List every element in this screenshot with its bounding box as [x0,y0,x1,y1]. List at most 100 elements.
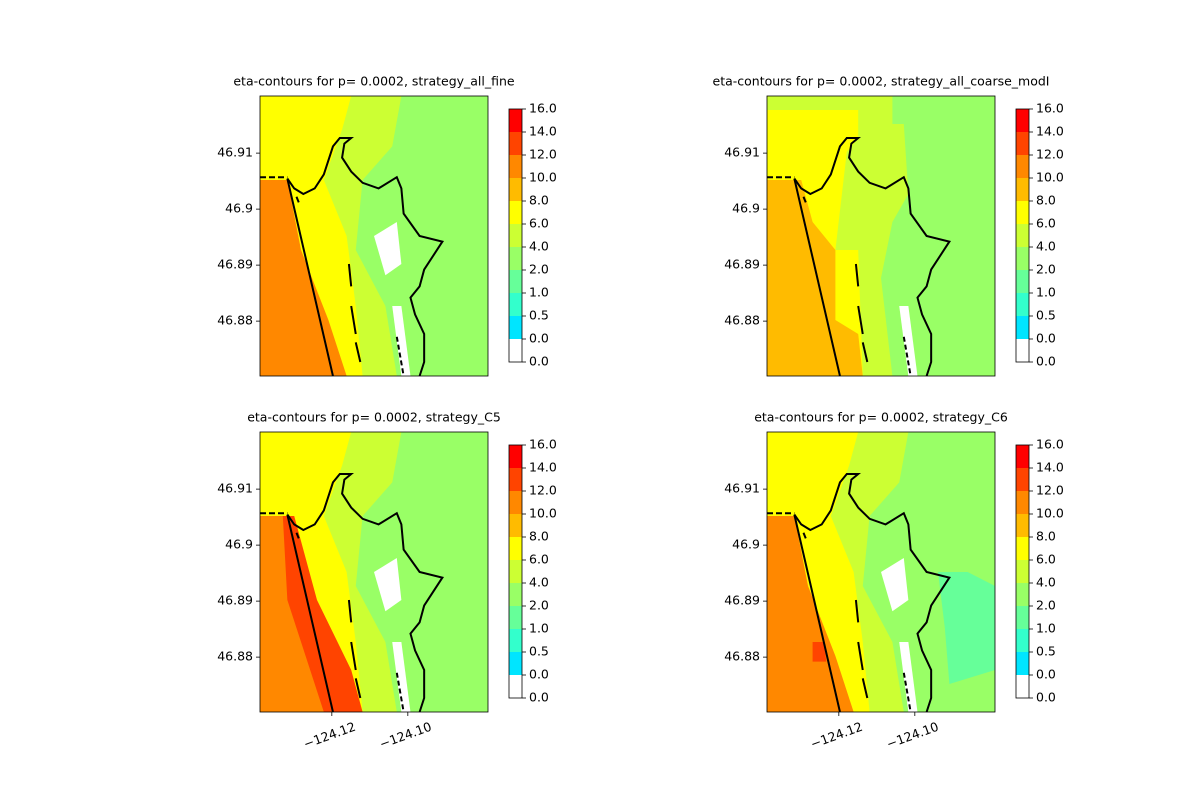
island [854,263,860,287]
axes-frame [766,431,996,713]
colorbar-band [509,270,522,293]
colorbar-tick-label: 0.0 [1036,667,1056,682]
colorbar-band [509,224,522,247]
contour-region [938,572,995,684]
colorbar-band [509,155,522,178]
y-tick-label: 46.91 [217,481,253,496]
coastline [286,178,334,376]
coastline [395,336,405,376]
colorbar-tick-label: 6.0 [1036,216,1056,231]
coastline [286,514,334,712]
colorbar-tick-label: 12.0 [529,147,557,162]
colorbar-tick-label: 1.0 [529,621,549,636]
colorbar-band [509,293,522,316]
colorbar-tick-label: 2.0 [1036,262,1056,277]
subplot: eta-contours for p= 0.0002, strategy_all… [713,74,1064,377]
colorbar-tick-label: 16.0 [1036,101,1064,116]
colorbar-band [509,201,522,224]
map [767,96,995,376]
colorbar-band [1016,675,1029,698]
contour-region [899,642,918,712]
colorbar-band [509,629,522,652]
colorbar-band [1016,224,1029,247]
colorbar-band [1016,247,1029,270]
colorbar-tick-label: 14.0 [529,124,557,139]
colorbar-band [509,178,522,201]
contour-region [374,222,402,276]
island [861,342,869,363]
colorbar-tick-label: 8.0 [529,529,549,544]
colorbar-band [509,445,522,468]
colorbar-band [1016,201,1029,224]
axes-frame [259,431,489,713]
colorbar-tick-label: 8.0 [1036,193,1056,208]
colorbar-tick-label: 10.0 [1036,506,1064,521]
coastline [793,514,841,712]
x-tick-label: −124.10 [884,719,940,752]
colorbar-band [1016,606,1029,629]
coastline [793,473,952,712]
colorbar-tick-label: 6.0 [529,552,549,567]
contour-region [260,180,347,376]
subplot-title: eta-contours for p= 0.0002, strategy_all… [233,74,515,89]
y-tick-label: 46.91 [217,145,253,160]
colorbar-tick-label: 0.0 [1036,354,1056,369]
island [350,641,357,671]
colorbar-tick-label: 14.0 [1036,460,1064,475]
colorbar-band [509,514,522,537]
colorbar-tick-label: 4.0 [1036,239,1056,254]
colorbar-band [1016,583,1029,606]
contour-region [374,558,402,612]
colorbar-tick-label: 4.0 [529,575,549,590]
colorbar-tick-label: 1.0 [1036,285,1056,300]
subplot-title: eta-contours for p= 0.0002, strategy_C6 [754,410,1008,425]
y-tick-label: 46.91 [724,481,760,496]
colorbar-band [509,560,522,583]
coastline [902,672,912,712]
colorbar-band [1016,316,1029,339]
coastline [286,137,445,376]
island [857,305,864,335]
colorbar-tick-label: 1.0 [529,285,549,300]
map [260,96,488,376]
colorbar-band [1016,293,1029,316]
colorbar-tick-label: 0.0 [529,667,549,682]
subplot-title: eta-contours for p= 0.0002, strategy_C5 [247,410,501,425]
island [350,305,357,335]
y-tick-label: 46.88 [217,649,253,664]
axes-frame [259,95,489,377]
island [354,342,362,363]
colorbar-tick-label: 0.0 [529,331,549,346]
y-tick-label: 46.9 [225,537,253,552]
colorbar-band [509,109,522,132]
x-tick-label: −124.12 [301,719,357,752]
y-tick-label: 46.9 [732,201,760,216]
colorbar-band [509,468,522,491]
colorbar-band [1016,468,1029,491]
colorbar-band [1016,132,1029,155]
colorbar-tick-label: 10.0 [529,506,557,521]
colorbar-tick-label: 16.0 [529,437,557,452]
island [857,641,864,671]
colorbar-band [509,675,522,698]
colorbar-band [1016,629,1029,652]
subplot-title: eta-contours for p= 0.0002, strategy_all… [713,74,1050,89]
x-tick-label: −124.10 [377,719,433,752]
colorbar-band [1016,109,1029,132]
colorbar-tick-label: 12.0 [529,483,557,498]
colorbar-tick-label: 12.0 [1036,147,1064,162]
contour-region [767,180,863,376]
island [295,196,300,203]
colorbar-band [1016,270,1029,293]
colorbar-band [1016,560,1029,583]
contour-region [812,642,827,662]
colorbar-tick-label: 4.0 [1036,575,1056,590]
colorbar-tick-label: 8.0 [1036,529,1056,544]
colorbar-tick-label: 10.0 [1036,170,1064,185]
colorbar-frame [1015,108,1030,363]
colorbar-tick-label: 4.0 [529,239,549,254]
colorbar-tick-label: 0.5 [1036,644,1056,659]
colorbar-band [509,606,522,629]
colorbar-band [509,339,522,362]
island [347,263,353,287]
